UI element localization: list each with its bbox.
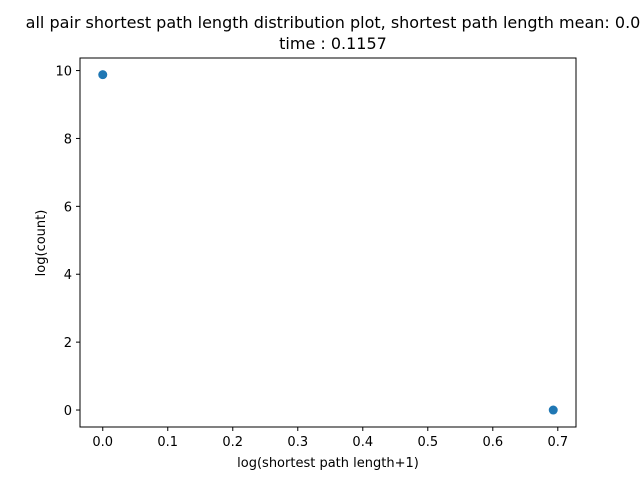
y-tick-label: 2 xyxy=(64,336,72,351)
y-tick-label: 4 xyxy=(64,268,72,283)
plot-area-frame xyxy=(79,57,577,428)
x-tick-label: 0.5 xyxy=(417,435,438,450)
x-tick-label: 0.1 xyxy=(157,435,178,450)
y-axis-ticks: 0 2 4 6 8 10 xyxy=(55,65,80,419)
chart-subtitle: time : 0.1157 xyxy=(279,34,387,53)
y-tick-label: 8 xyxy=(64,132,72,147)
x-axis-label: log(shortest path length+1) xyxy=(237,456,419,471)
x-tick-label: 0.2 xyxy=(222,435,243,450)
y-tick-label: 0 xyxy=(64,404,72,419)
chart-title: all pair shortest path length distributi… xyxy=(26,13,640,32)
x-tick-label: 0.6 xyxy=(482,435,503,450)
scatter-point xyxy=(548,405,558,415)
x-tick-label: 0.4 xyxy=(352,435,373,450)
scatter-points xyxy=(98,70,558,415)
x-tick-label: 0.3 xyxy=(287,435,308,450)
x-tick-label: 0.7 xyxy=(547,435,568,450)
scatter-point xyxy=(98,70,108,80)
x-tick-label: 0.0 xyxy=(92,435,113,450)
y-tick-label: 10 xyxy=(55,65,72,80)
x-axis-ticks: 0.0 0.1 0.2 0.3 0.4 0.5 0.6 0.7 xyxy=(92,427,568,450)
y-tick-label: 6 xyxy=(64,200,72,215)
y-axis-label: log(count) xyxy=(34,210,49,277)
